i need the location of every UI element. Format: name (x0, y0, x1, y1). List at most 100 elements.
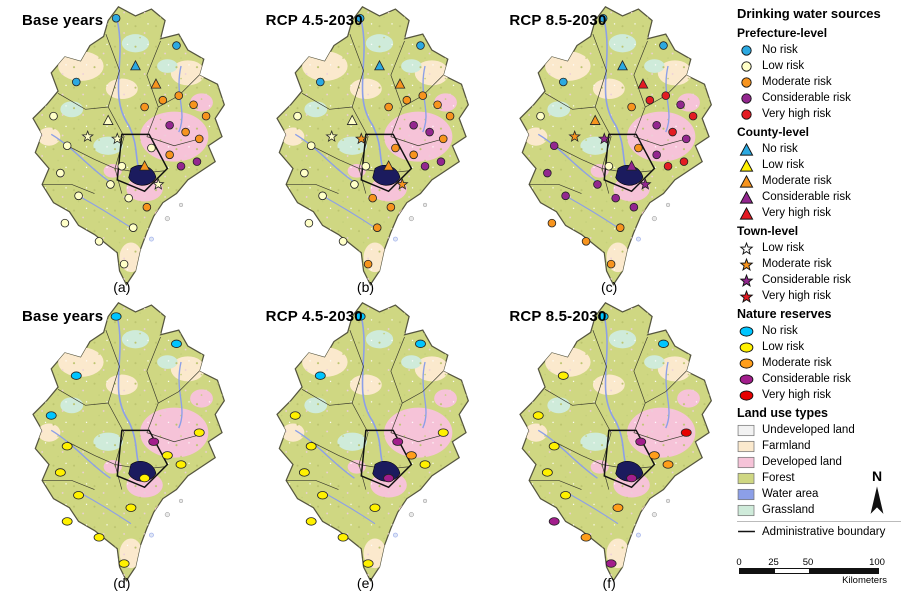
marker-a-27-low-risk (102, 114, 114, 125)
marker-b-1-no-risk (415, 41, 425, 50)
marker-b-22-low-risk (349, 180, 359, 189)
scale-tick-25: 25 (768, 557, 779, 568)
legend-item-prefecture-level-moderate-risk: Moderate risk (737, 74, 901, 90)
swatch-symbol-icon (737, 472, 755, 484)
panel-title-b: RCP 4.5-2030 (265, 12, 363, 29)
marker-b-21-low-risk (361, 161, 370, 171)
marker-b-3-low-risk (292, 111, 302, 121)
marker-e-15-low-risk (437, 428, 449, 437)
marker-f-7-con-risk (549, 517, 560, 526)
marker-d-0-no-risk (110, 312, 122, 321)
legend-item-label: Very high risk (762, 389, 832, 401)
marker-b-30-mod-risk (354, 132, 368, 145)
marker-a-19-mod-risk (165, 150, 174, 160)
legend-item-label: Low risk (762, 60, 805, 72)
marker-a-32-con-risk (192, 157, 202, 166)
legend-item-label: Farmland (762, 440, 811, 452)
marker-a-7-low-risk (60, 218, 70, 228)
legend-item-nature-reserves-no-risk: No risk (737, 323, 901, 339)
scale-segment-0 (740, 569, 775, 573)
legend-item-county-level-moderate-risk: Moderate risk (737, 173, 901, 189)
marker-a-11-mod-risk (158, 95, 168, 105)
legend-heading-nature-reserves: Nature reserves (737, 307, 832, 321)
marker-c-13-con-risk (676, 100, 686, 110)
marker-b-18-mod-risk (390, 143, 400, 153)
marker-b-26-mod-risk (394, 78, 406, 89)
marker-e-2-no-risk (314, 371, 326, 380)
map-panel-e: RCP 4.5-2030 (e) (244, 296, 488, 592)
panel-label-a: (a) (113, 279, 131, 295)
marker-a-5-low-risk (56, 168, 65, 178)
marker-d-11-low-risk (161, 451, 173, 460)
legend-item-label: Undeveloped land (762, 424, 855, 436)
marker-a-10-mod-risk (140, 102, 149, 112)
north-label: N (871, 468, 883, 484)
scale-segment-1 (774, 569, 809, 573)
marker-b-27-low-risk (346, 114, 358, 125)
legend-item-prefecture-level-very-high-risk: Very high risk (737, 106, 901, 122)
marker-d-5-low-risk (54, 468, 66, 477)
marker-e-6-low-risk (316, 491, 328, 500)
marker-c-4-con-risk (550, 141, 559, 150)
marker-c-14-vh-risk (689, 111, 698, 121)
marker-e-1-no-risk (414, 339, 426, 348)
marker-f-3-low-risk (533, 411, 544, 420)
legend-item-prefecture-level-low-risk: Low risk (737, 58, 901, 74)
map-panel-f: RCP 8.5-2030 (f) (487, 296, 731, 592)
legend-item-label: Considerable risk (762, 92, 851, 104)
marker-c-19-con-risk (652, 150, 662, 160)
legend-item-label: No risk (762, 325, 798, 337)
legend-item-town-level-low-risk: Low risk (737, 240, 901, 256)
marker-c-0-no-risk (599, 13, 608, 23)
marker-e-13-con-risk (382, 473, 394, 483)
marker-b-31-mod-risk (395, 177, 409, 190)
star-symbol-icon (739, 241, 754, 255)
marker-b-23-mod-risk (368, 193, 377, 203)
marker-d-3-no-risk (45, 411, 57, 420)
legend-item-label: Moderate risk (762, 357, 832, 369)
marker-b-2-no-risk (315, 77, 325, 87)
star-symbol-icon (739, 257, 754, 271)
marker-d-8-low-risk (93, 533, 105, 542)
marker-f-2-low-risk (558, 371, 570, 380)
marker-b-9-mod-risk (363, 259, 373, 269)
boundary-label: Administrative boundary (762, 525, 886, 538)
marker-a-31-low-risk (151, 177, 165, 190)
marker-e-8-low-risk (337, 533, 349, 542)
marker-c-24-con-risk (629, 202, 639, 212)
marker-c-18-mod-risk (634, 143, 644, 153)
marker-d-14-low-risk (125, 503, 137, 512)
legend-item-nature-reserves-low-risk: Low risk (737, 339, 901, 355)
marker-d-13-low-risk (139, 473, 151, 483)
marker-f-13-con-risk (626, 473, 638, 483)
star-symbol-icon (739, 289, 754, 303)
legend-item-nature-reserves-very-high-risk: Very high risk (737, 387, 901, 403)
marker-b-12-mod-risk (418, 91, 427, 100)
marker-d-4-low-risk (61, 442, 73, 451)
marker-d-6-low-risk (73, 491, 84, 500)
marker-b-6-low-risk (317, 191, 327, 201)
panel-label-b: (b) (356, 279, 375, 295)
scale-tick-0: 0 (736, 557, 742, 568)
scale-bar-segments (739, 568, 879, 574)
marker-f-9-con-risk (606, 559, 617, 568)
marker-b-20-con-risk (420, 161, 429, 171)
marker-c-25-no-risk (617, 59, 629, 71)
marker-c-21-low-risk (604, 161, 614, 171)
marker-d-1-no-risk (171, 339, 182, 348)
north-arrow: N (863, 468, 891, 517)
legend-item-label: Very high risk (762, 290, 832, 302)
marker-a-13-mod-risk (189, 100, 198, 110)
marker-d-12-low-risk (175, 460, 187, 469)
marker-c-17-con-risk (682, 134, 691, 144)
circle-symbol-icon (741, 76, 752, 88)
marker-c-12-vh-risk (661, 91, 671, 100)
scale-segment-2 (809, 569, 878, 573)
marker-d-7-low-risk (61, 517, 73, 526)
map-panel-a: Base years (a) (0, 0, 244, 296)
marker-b-33-mod-risk (372, 223, 382, 232)
marker-b-8-low-risk (338, 237, 347, 246)
marker-e-12-low-risk (419, 460, 431, 469)
scale-tick-50: 50 (802, 557, 814, 568)
map-grid: Base years (a) RCP 4.5-2030 (b) RCP 8.5-… (0, 0, 731, 592)
